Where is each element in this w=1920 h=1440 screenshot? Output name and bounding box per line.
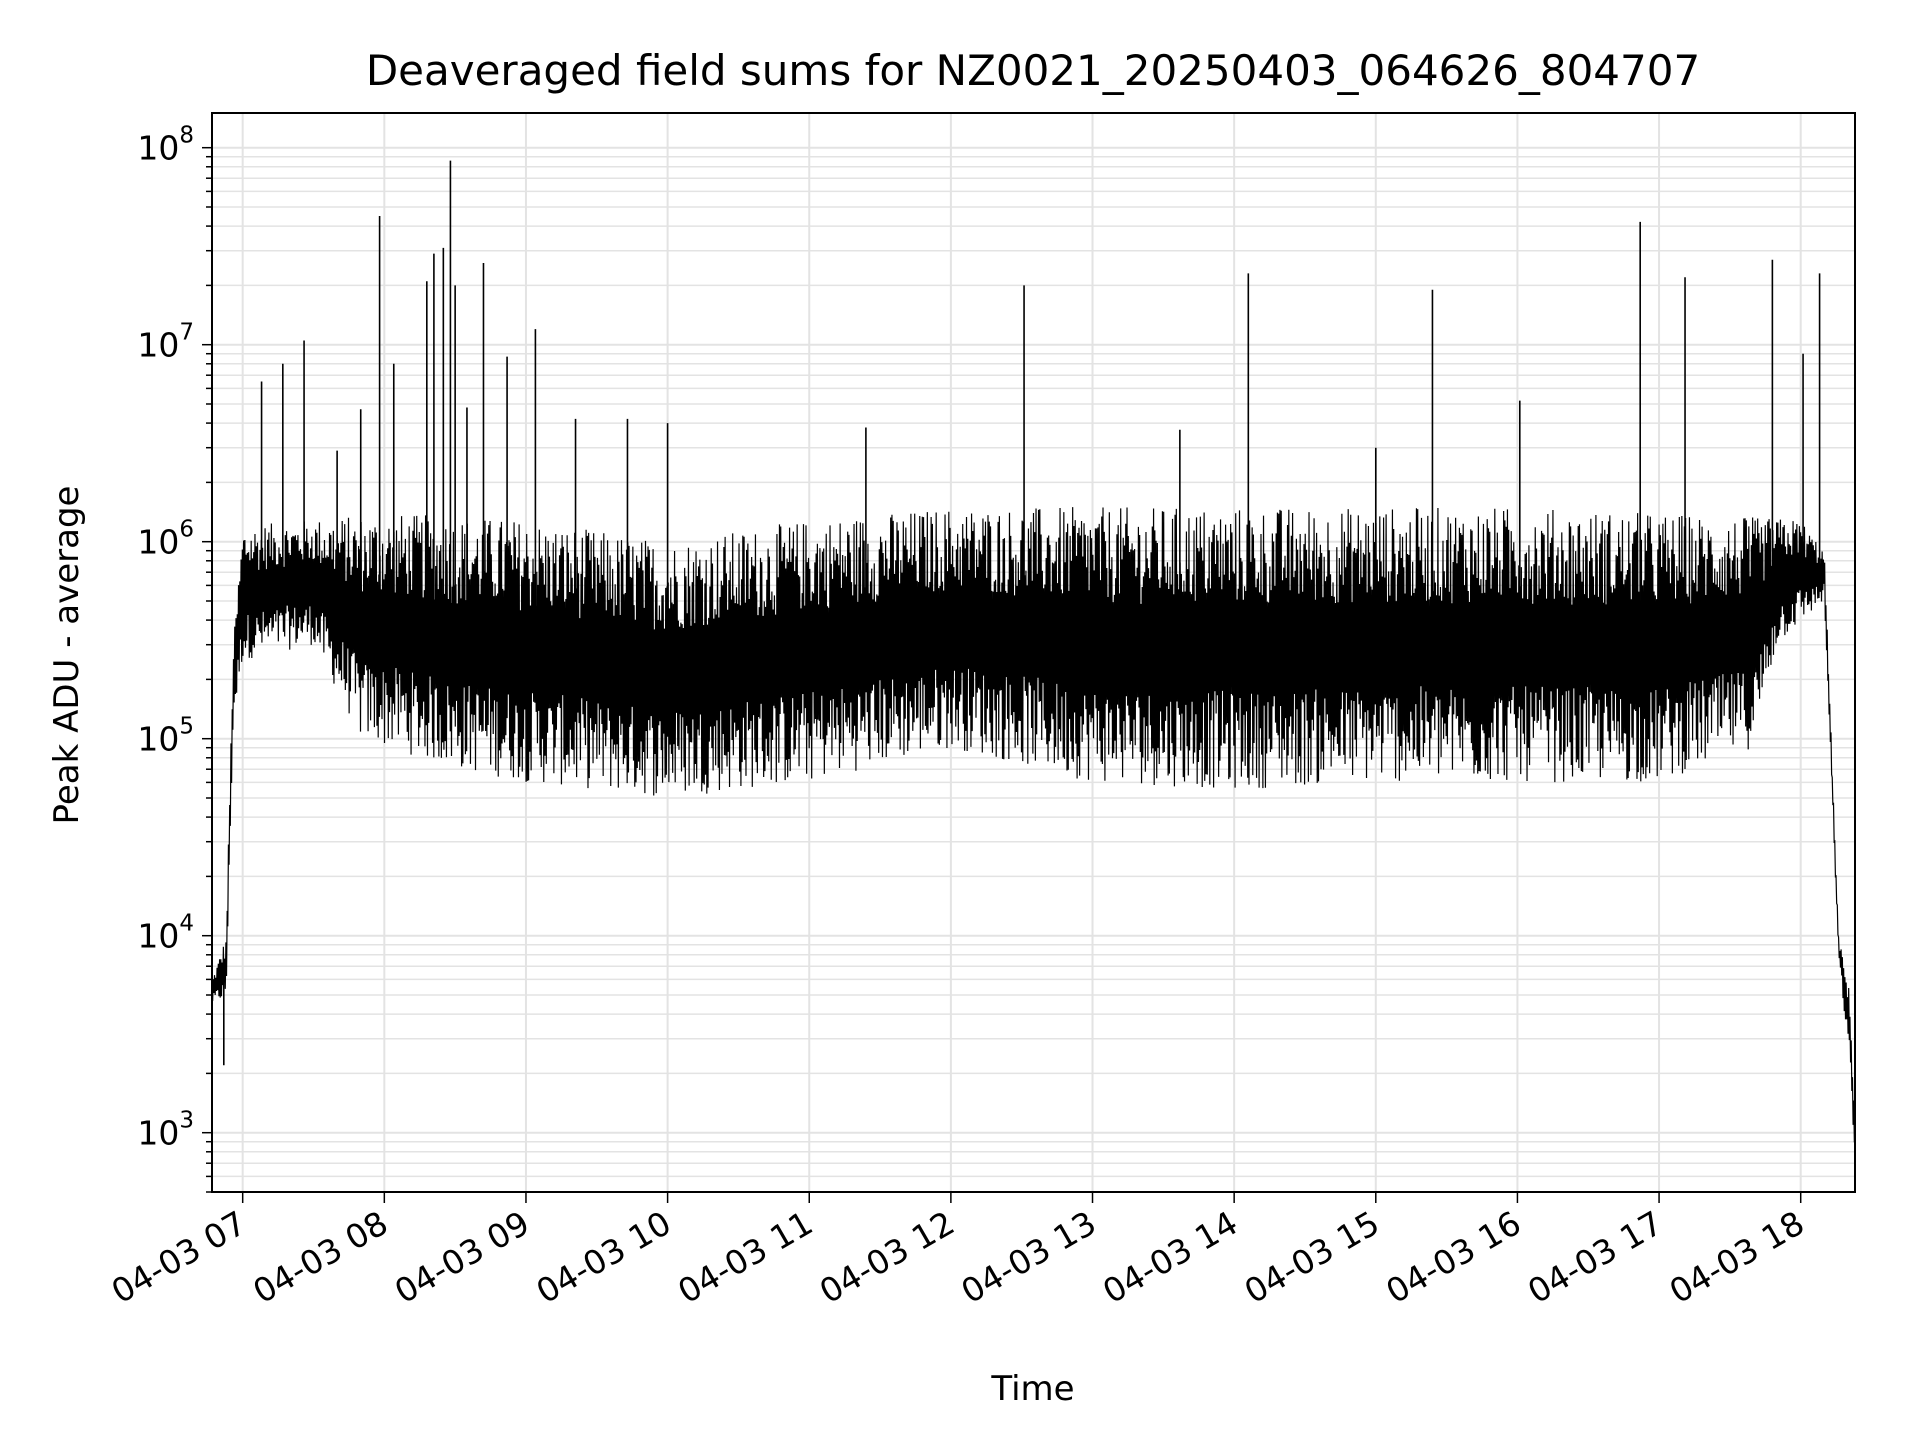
y-axis-title: Peak ADU - average <box>47 486 87 825</box>
y-tick-label: 106 <box>137 517 194 562</box>
y-tick-label: 107 <box>137 320 194 365</box>
series <box>211 160 1856 1143</box>
plot-frame <box>211 112 1856 1193</box>
chart-title: Deaveraged field sums for NZ0021_2025040… <box>366 46 1700 95</box>
series-line <box>211 507 1856 1143</box>
grid <box>212 113 1855 1193</box>
y-tick-label: 105 <box>137 714 194 759</box>
y-tick-label: 108 <box>137 123 194 168</box>
x-axis-title: Time <box>990 1369 1074 1409</box>
y-tick-label: 104 <box>137 911 194 956</box>
y-tick-label: 103 <box>137 1108 194 1153</box>
y-axis: 103 104 105 106 107 108 <box>137 123 212 1193</box>
